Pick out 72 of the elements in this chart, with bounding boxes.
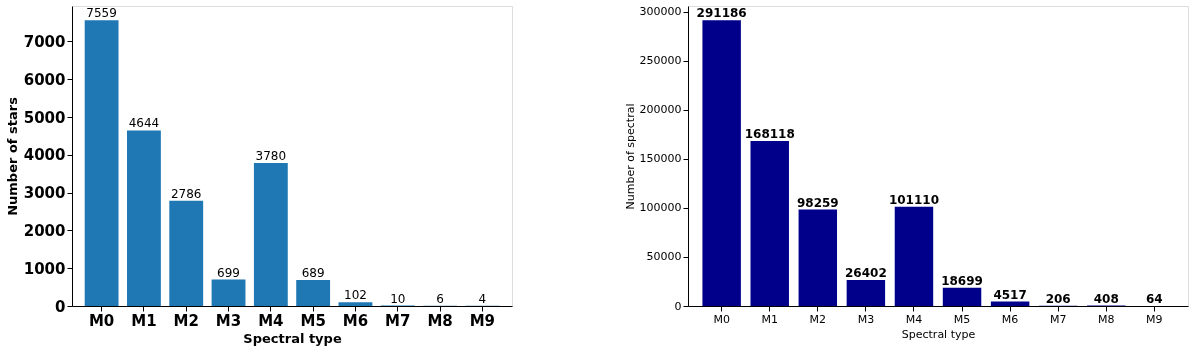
x-tick-label: M2	[809, 312, 827, 326]
data-label: 699	[217, 265, 240, 280]
bar	[846, 280, 886, 306]
bar	[338, 302, 373, 306]
y-tick-label: 100000	[639, 201, 682, 215]
y-tick-label: 200000	[639, 103, 682, 117]
data-label: 291186	[696, 6, 747, 21]
bar	[296, 279, 331, 306]
bar	[798, 209, 838, 306]
y-tick-label: 0	[55, 297, 66, 316]
data-label: 206	[1045, 291, 1071, 306]
bar	[211, 279, 246, 306]
y-tick-label: 1000	[23, 259, 66, 278]
x-tick-label: M9	[469, 311, 496, 330]
y-tick-label: 7000	[23, 32, 66, 51]
bar	[894, 206, 934, 306]
y-tick-label: 6000	[23, 70, 66, 89]
x-tick-label: M4	[258, 311, 284, 330]
bar	[127, 130, 161, 306]
bar	[702, 20, 741, 306]
y-tick-label: 5000	[23, 108, 66, 127]
bar	[253, 163, 288, 306]
y-axis-title: Number of stars	[4, 96, 20, 216]
y-tick-label: 300000	[639, 5, 682, 19]
y-tick-label: 50000	[646, 250, 682, 264]
x-axis-title: Spectral type	[243, 330, 342, 346]
data-label: 18699	[941, 273, 983, 288]
data-label: 101110	[888, 192, 940, 207]
y-axis-title: Number of spectral	[623, 103, 637, 210]
bar	[750, 141, 789, 306]
data-label: 98259	[796, 195, 839, 210]
data-label: 64	[1145, 291, 1163, 306]
x-tick-label: M4	[905, 312, 923, 326]
x-tick-label: M2	[173, 311, 199, 330]
data-label: 4	[478, 291, 487, 306]
y-tick-label: 3000	[23, 184, 66, 203]
x-tick-label: M0	[88, 311, 115, 330]
data-label: 7559	[86, 6, 117, 21]
x-tick-label: M8	[1098, 312, 1115, 326]
x-tick-label: M6	[342, 311, 369, 330]
y-tick-label: 4000	[23, 146, 66, 165]
x-tick-label: M3	[857, 312, 875, 326]
bar	[942, 287, 982, 306]
data-label: 6	[436, 291, 444, 306]
y-tick-label: 250000	[639, 54, 682, 68]
x-tick-label: M3	[215, 311, 242, 330]
x-tick-label: M0	[713, 312, 730, 326]
data-label: 4644	[128, 116, 160, 131]
x-tick-label: M1	[131, 311, 157, 330]
x-tick-label: M7	[1049, 312, 1067, 326]
x-tick-label: M5	[953, 312, 971, 326]
x-axis-title: Spectral type	[901, 327, 976, 341]
bar	[84, 20, 119, 306]
y-tick-label: 150000	[639, 152, 682, 166]
data-label: 102	[344, 288, 367, 303]
y-tick-label: 2000	[23, 221, 66, 240]
data-label: 10	[390, 291, 406, 306]
y-tick-label: 0	[674, 299, 682, 313]
x-tick-label: M5	[300, 311, 326, 330]
x-tick-label: M1	[761, 312, 778, 326]
x-tick-label: M8	[427, 311, 453, 330]
data-label: 3780	[255, 149, 287, 164]
x-tick-label: M6	[1001, 312, 1019, 326]
x-tick-label: M7	[385, 311, 411, 330]
bar	[169, 200, 204, 306]
data-label: 2786	[170, 186, 202, 201]
data-label: 4517	[993, 287, 1027, 302]
data-label: 26402	[845, 266, 887, 281]
data-label: 408	[1093, 291, 1119, 306]
data-label: 689	[301, 265, 325, 280]
data-label: 168118	[744, 127, 795, 142]
x-tick-label: M9	[1146, 312, 1163, 326]
